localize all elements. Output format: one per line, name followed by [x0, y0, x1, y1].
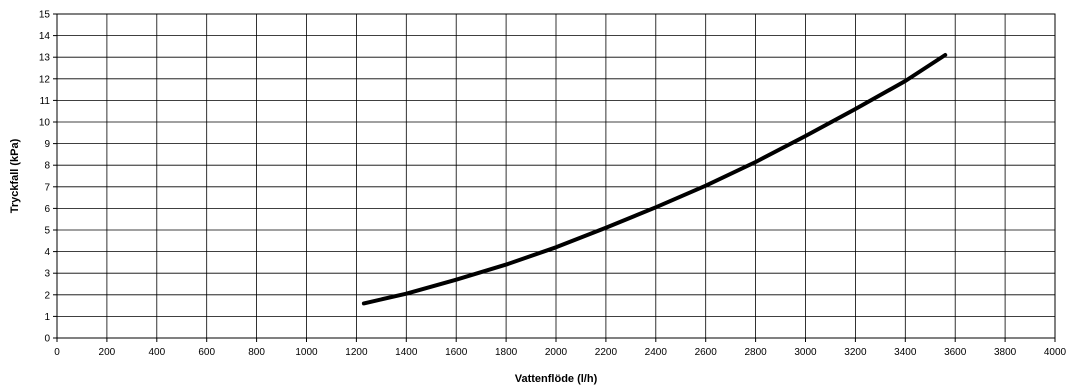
- x-axis-ticks: 0 200 400 600 800 1000 1200 1400 1600 1800 2000 220…: [54, 338, 1067, 358]
- grid-lines: [56, 13, 1056, 339]
- y-tick-label: 3: [44, 269, 50, 280]
- y-tick-label: 9: [44, 139, 50, 150]
- x-tick-label: 3800: [994, 347, 1017, 358]
- y-tick-label: 10: [39, 118, 51, 129]
- x-tick-label: 1200: [345, 347, 368, 358]
- y-tick-label: 6: [44, 204, 50, 215]
- y-tick-label: 12: [39, 74, 51, 85]
- y-tick-label: 13: [39, 53, 51, 64]
- y-axis-title: Tryckfall (kPa): [9, 138, 21, 213]
- x-tick-label: 3200: [844, 347, 867, 358]
- x-tick-label: 1400: [395, 347, 418, 358]
- x-tick-label: 1000: [295, 347, 318, 358]
- x-tick-label: 2000: [545, 347, 568, 358]
- x-tick-label: 4000: [1044, 347, 1067, 358]
- y-tick-label: 2: [44, 290, 50, 301]
- x-tick-label: 0: [54, 347, 60, 358]
- y-tick-label: 11: [40, 96, 51, 107]
- y-tick-label: 8: [44, 161, 50, 172]
- x-tick-label: 800: [248, 347, 265, 358]
- x-tick-label: 1600: [445, 347, 468, 358]
- x-tick-label: 2200: [595, 347, 618, 358]
- x-tick-label: 1800: [495, 347, 518, 358]
- x-tick-label: 600: [198, 347, 215, 358]
- x-tick-label: 200: [99, 347, 116, 358]
- series-line: [361, 53, 948, 306]
- y-tick-label: 4: [44, 247, 50, 258]
- x-axis-title: Vattenflöde (l/h): [515, 373, 598, 385]
- series-layer: [361, 53, 948, 306]
- y-tick-label: 14: [39, 31, 51, 42]
- y-tick-label: 7: [44, 182, 50, 193]
- x-tick-label: 2600: [695, 347, 718, 358]
- y-tick-label: 5: [44, 226, 50, 237]
- x-tick-label: 400: [148, 347, 165, 358]
- y-tick-label: 1: [44, 312, 50, 323]
- y-tick-label: 15: [39, 10, 51, 21]
- x-tick-label: 3400: [894, 347, 917, 358]
- x-tick-label: 3600: [944, 347, 967, 358]
- y-tick-label: 0: [44, 334, 50, 345]
- x-tick-label: 3000: [794, 347, 817, 358]
- x-tick-label: 2800: [744, 347, 767, 358]
- x-tick-label: 2400: [645, 347, 668, 358]
